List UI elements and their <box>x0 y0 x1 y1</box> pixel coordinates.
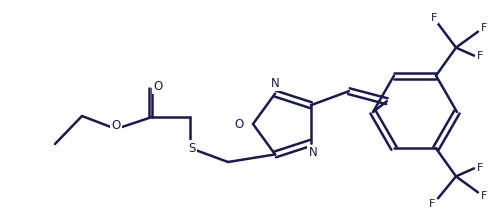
Text: F: F <box>431 13 437 23</box>
Text: F: F <box>477 163 483 173</box>
Text: S: S <box>188 142 196 155</box>
Text: O: O <box>112 118 121 131</box>
Text: F: F <box>429 199 435 209</box>
Text: F: F <box>477 51 483 61</box>
Text: N: N <box>271 77 279 90</box>
Text: O: O <box>235 118 244 131</box>
Text: F: F <box>481 23 487 33</box>
Text: O: O <box>153 80 163 93</box>
Text: F: F <box>481 191 487 201</box>
Text: N: N <box>309 146 317 159</box>
